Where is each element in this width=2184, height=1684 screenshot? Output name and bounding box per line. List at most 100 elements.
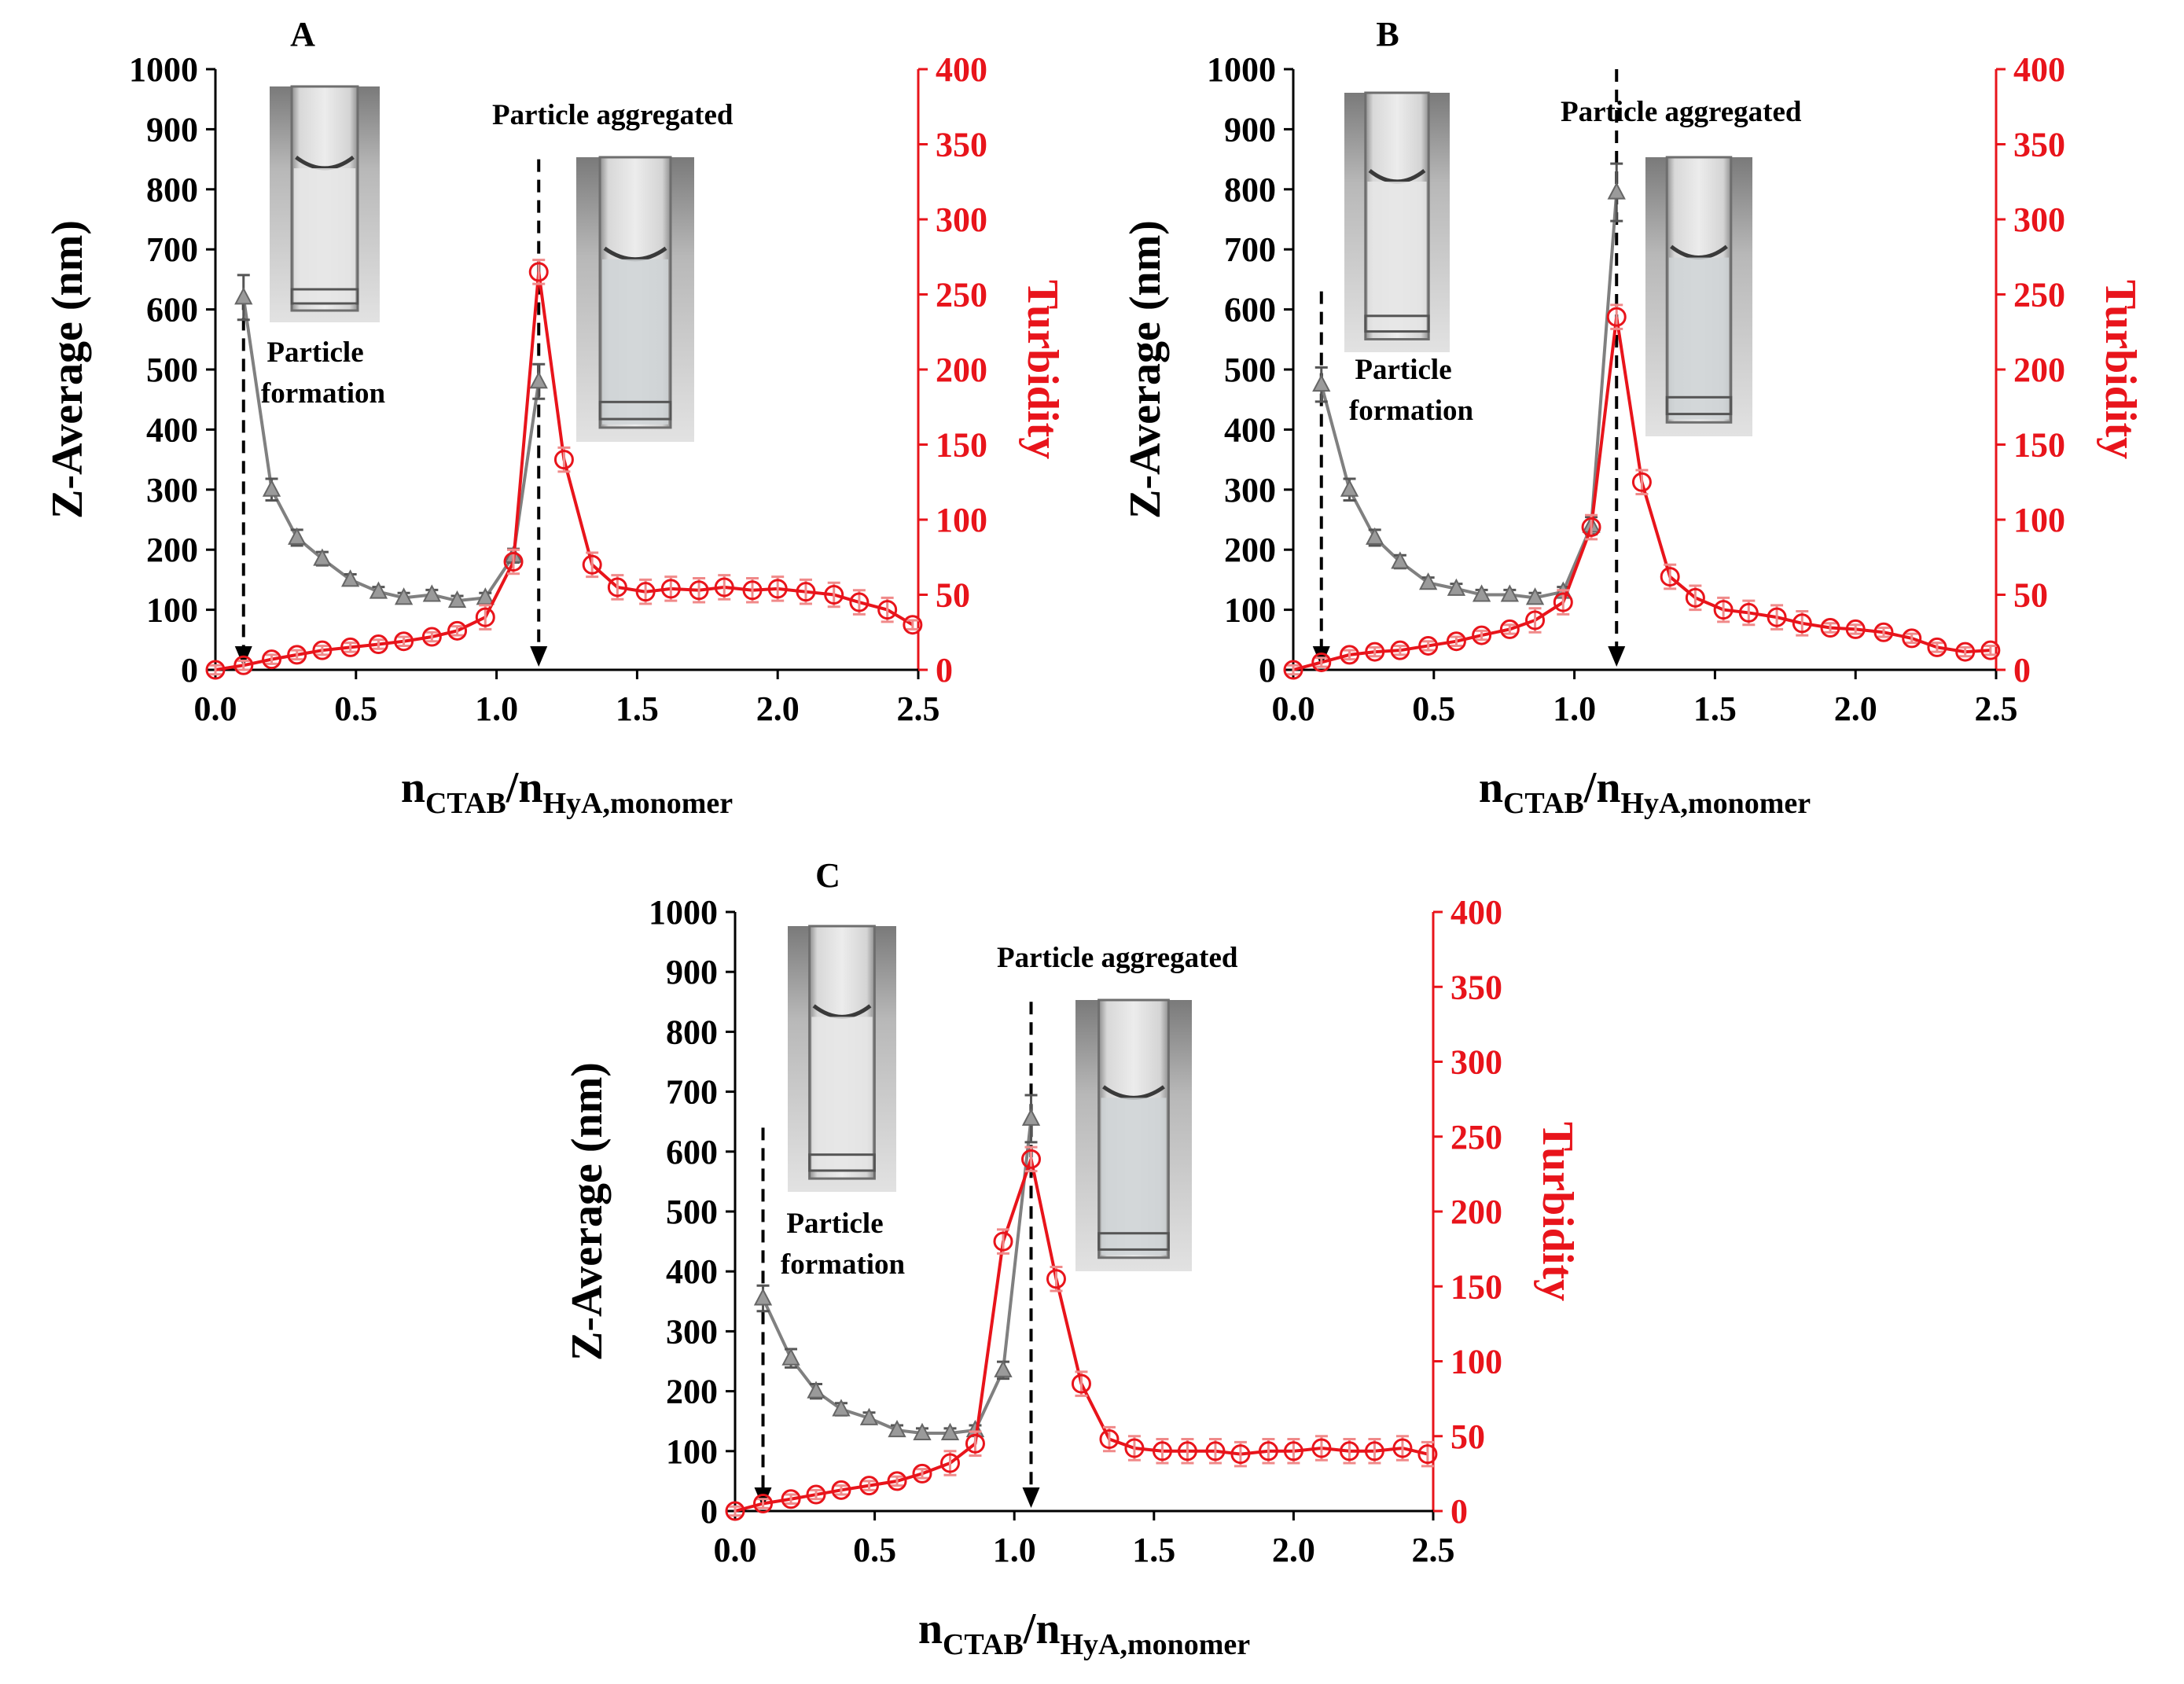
arrow-head xyxy=(1608,646,1626,667)
data-point-turbidity xyxy=(849,592,870,612)
data-point-turbidity xyxy=(1099,1429,1120,1450)
data-point-turbidity xyxy=(1283,1441,1303,1462)
series-z-average-c xyxy=(753,1094,1041,1440)
y-right-tick-label: 50 xyxy=(2013,576,2048,615)
y-right-tick-label: 400 xyxy=(1450,893,1502,932)
x-tick-label: 0.5 xyxy=(853,1531,896,1569)
y-right-tick-label: 100 xyxy=(1450,1343,1502,1381)
data-point-z-average xyxy=(1418,572,1438,590)
x-axis-title: nCTAB/nHyA,monomer xyxy=(1479,763,1811,820)
data-point-turbidity xyxy=(714,577,734,597)
data-point-z-average xyxy=(447,590,467,609)
data-point-turbidity xyxy=(1955,642,1976,662)
annotation-particle-aggregated: Particle aggregated xyxy=(997,942,1238,974)
data-point-z-average xyxy=(476,587,495,605)
y-left-tick-label: 100 xyxy=(666,1432,718,1471)
x-axis-title-part: HyA,monomer xyxy=(542,787,733,820)
x-tick-label: 1.0 xyxy=(1553,689,1596,728)
data-point-z-average xyxy=(888,1419,906,1438)
data-point-z-average xyxy=(1021,1108,1041,1126)
data-point-turbidity xyxy=(1499,619,1520,639)
cuvette-photo-a-1 xyxy=(270,85,380,322)
data-point-turbidity xyxy=(340,637,361,657)
y-right-tick-label: 250 xyxy=(936,276,987,314)
data-point-turbidity xyxy=(1205,1441,1226,1462)
x-axis-title-part: HyA,monomer xyxy=(1060,1628,1250,1661)
annotation-particle-formation: formation xyxy=(781,1248,906,1281)
y-right-tick-label: 100 xyxy=(2013,501,2065,539)
panel-label-a: A xyxy=(290,15,315,53)
liquid-fill xyxy=(1101,1098,1167,1256)
data-point-z-average xyxy=(1391,551,1410,569)
x-tick-label: 1.0 xyxy=(993,1531,1036,1569)
data-point-turbidity xyxy=(607,577,627,597)
y-left-tick-label: 500 xyxy=(666,1193,718,1231)
data-point-z-average xyxy=(859,1407,879,1425)
y-right-tick-label: 50 xyxy=(936,576,970,615)
x-tick-label: 0.5 xyxy=(1412,689,1455,728)
data-point-turbidity xyxy=(1927,637,1947,657)
data-point-turbidity xyxy=(993,1231,1013,1252)
series-turbidity-b xyxy=(1283,303,2001,680)
data-point-z-average xyxy=(313,548,332,566)
data-point-turbidity xyxy=(1606,307,1627,327)
chart-panel-b: B0.0 0.5 1.0 1.5 2.0 2.5010020030040050060070… xyxy=(1121,15,2145,820)
y-right-tick-label: 0 xyxy=(1450,1492,1468,1531)
y-right-tick-label: 0 xyxy=(936,651,953,689)
data-point-turbidity xyxy=(1152,1441,1172,1462)
y-left-tick-label: 700 xyxy=(1224,230,1276,269)
data-point-turbidity xyxy=(1418,635,1439,656)
liquid-fill xyxy=(811,1017,873,1171)
y-right-tick-label: 350 xyxy=(2013,126,2065,164)
series-z-average-a xyxy=(234,274,548,609)
data-point-turbidity xyxy=(1339,1441,1359,1462)
x-axis-title: nCTAB/nHyA,monomer xyxy=(401,763,733,820)
liquid-fill xyxy=(602,259,668,425)
x-tick-label: 1.0 xyxy=(475,689,518,728)
data-point-turbidity xyxy=(781,1489,801,1509)
data-point-z-average xyxy=(369,581,388,599)
cuvette-photo-c-1 xyxy=(788,925,896,1192)
y-left-tick-label: 300 xyxy=(146,471,198,509)
y-left-tick-label: 900 xyxy=(146,110,198,149)
data-point-z-average xyxy=(1340,479,1359,497)
y-right-tick-label: 200 xyxy=(936,351,987,389)
data-point-turbidity xyxy=(1311,1438,1332,1458)
data-point-turbidity xyxy=(767,579,788,599)
data-point-turbidity xyxy=(1845,619,1866,639)
data-point-turbidity xyxy=(1660,567,1680,587)
cuvette-photo-b-2 xyxy=(1645,156,1752,436)
x-axis-title-part: n xyxy=(1479,763,1503,812)
y-left-tick-label: 300 xyxy=(666,1312,718,1351)
x-tick-label: 2.0 xyxy=(756,689,800,728)
data-point-turbidity xyxy=(1392,1438,1413,1458)
x-tick-label: 1.5 xyxy=(1132,1531,1175,1569)
data-point-turbidity xyxy=(1685,587,1705,608)
y-left-tick-label: 800 xyxy=(666,1013,718,1051)
data-point-turbidity xyxy=(887,1471,907,1491)
y-right-tick-label: 200 xyxy=(1450,1193,1502,1231)
data-point-turbidity xyxy=(262,649,282,670)
x-tick-label: 0.0 xyxy=(194,689,237,728)
y-left-tick-label: 600 xyxy=(666,1133,718,1171)
data-point-z-average xyxy=(753,1288,773,1306)
data-point-z-average xyxy=(994,1359,1013,1377)
data-point-z-average xyxy=(422,584,442,602)
data-point-turbidity xyxy=(1820,618,1840,638)
data-point-z-average xyxy=(1447,578,1466,596)
data-point-turbidity xyxy=(1046,1269,1066,1289)
y-left-tick-label: 0 xyxy=(181,651,198,689)
data-point-z-average xyxy=(913,1422,932,1440)
y-left-tick-label: 800 xyxy=(146,171,198,209)
liquid-fill xyxy=(1367,182,1427,333)
data-point-turbidity xyxy=(824,585,844,605)
data-point-turbidity xyxy=(753,1493,774,1513)
arrow-head xyxy=(1312,646,1330,667)
y-left-tick-label: 1000 xyxy=(649,893,718,932)
data-point-turbidity xyxy=(912,1463,932,1484)
series-turbidity-a xyxy=(205,259,923,680)
data-point-turbidity xyxy=(903,615,923,635)
cuvette-base xyxy=(290,288,359,305)
y-right-tick-label: 300 xyxy=(1450,1043,1502,1082)
